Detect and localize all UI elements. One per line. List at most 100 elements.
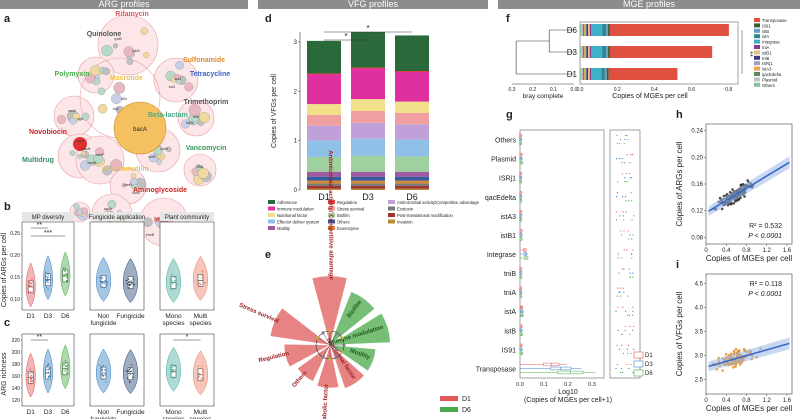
stack-segment [395,112,429,125]
stack-segment [395,35,429,72]
point [197,365,199,367]
group-label: D6 [61,313,70,320]
ytick: 0.24 [691,129,703,135]
point [128,381,131,384]
legend-label: Others [762,83,775,88]
stack-segment [606,68,609,80]
gene-label: emrB [146,233,155,237]
zoom-point [627,344,630,346]
gene-node [69,117,77,125]
gene-node [181,119,190,129]
h-r2: R² = 0.532 [749,223,782,230]
dendro-tick: 0.3 [509,87,516,93]
gene-node [81,151,86,156]
radial-spoke [329,344,338,358]
legend-swatch [754,45,760,49]
gene-node [69,150,76,156]
stack-segment [584,46,586,58]
scatter-point [738,363,742,366]
point [47,279,49,282]
stack-segment [589,46,592,58]
sig-label: ** [37,222,43,229]
header-arg-profiles: ARG profiles [0,0,248,9]
point [101,277,104,279]
point [198,372,200,375]
stack-segment [591,46,603,58]
facet-frame [159,333,215,407]
zoom-point [616,192,618,194]
zoom-point [627,314,629,316]
stack-segment [307,125,341,141]
point [29,376,32,378]
point [106,282,108,284]
xtick: 0.6 [688,87,695,93]
stack-segment [584,24,586,36]
zoom-point [630,363,632,366]
stack-segment [351,138,385,156]
mge-stacked-bars: 0.3 0.2 0.1 0.0 bray complete D6 D3 D1 0.0 0.2 0.4… [509,18,787,100]
gene-node [130,173,137,179]
gene-node [77,154,83,159]
point [47,281,49,284]
stack-segment [395,188,429,190]
point [47,276,49,279]
fit-line [708,161,790,212]
point [98,364,101,366]
zoom-point [621,173,624,175]
stack-segment [589,24,592,36]
panel-label-a: a [4,13,11,25]
zoom-point [621,162,623,164]
point [173,288,175,290]
class-label: Pleuromutilin [104,166,149,173]
zoom-point [628,200,630,202]
zoom-point [616,295,618,297]
ytick: 0.15 [10,275,20,281]
stack-segment [307,183,341,187]
legend-swatch [440,396,458,401]
ytick: 0.16 [691,182,703,188]
category-label: D6 [567,26,578,35]
legend-label: D3 [645,362,653,368]
gene-label: tetW [186,121,194,125]
zoom-point [632,306,634,308]
legend-label: qacEdelta [762,72,782,77]
zoom-point [622,306,624,308]
zoom-point [623,291,625,293]
class-label: Rifamycin [115,11,148,18]
group-label: D1 [27,409,36,416]
legend-swatch [754,34,760,39]
gene-label: novA [76,139,85,143]
class-label: Macrolide [110,75,143,82]
zoom-point [628,238,630,240]
legend-label: tniB [762,56,770,61]
gene-node [126,58,134,65]
radial-label: Others [292,370,309,389]
point [98,276,100,279]
group-label: Non [98,313,110,320]
point [202,370,204,373]
point [32,282,34,284]
stack-segment [606,24,609,36]
stack-segment [307,188,341,190]
ytick: 0.25 [10,231,20,237]
scatter-point [734,347,738,351]
stack-segment [307,180,341,184]
point [132,278,135,281]
gene-label: sul1 [175,77,181,81]
zoom-point [627,230,629,232]
point [31,278,33,280]
legend-swatch [268,200,275,204]
group-label: species [162,320,185,327]
gene-node [80,207,88,215]
stack-segment [351,186,385,189]
zoom-point [617,253,619,255]
point [130,282,133,284]
point [28,284,31,286]
fit-line [708,342,790,368]
stack-segment [591,24,603,36]
point [171,376,174,378]
radial-label: Metabolic factor [322,383,330,419]
gene-node [102,165,113,176]
zoom-point [629,333,631,335]
group-label: Fungicide [116,409,145,416]
